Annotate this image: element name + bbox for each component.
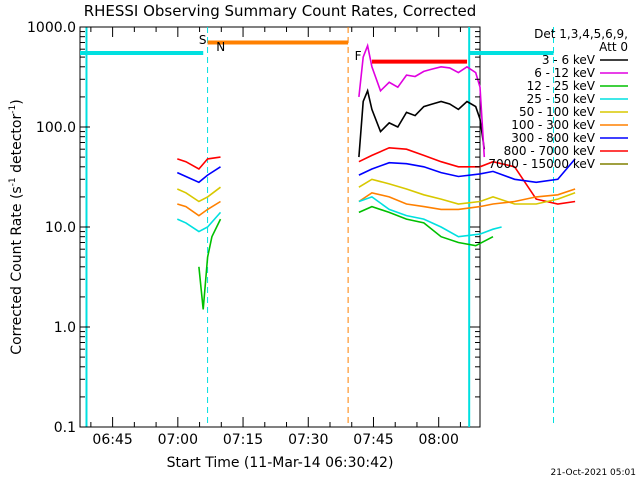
series-line bbox=[177, 156, 221, 171]
series-line bbox=[176, 211, 222, 233]
x-tick-label: 07:45 bbox=[353, 432, 393, 448]
x-tick-label: 07:00 bbox=[158, 432, 198, 448]
flag-label: S bbox=[199, 33, 207, 47]
legend-entry-label: 6 - 12 keV bbox=[534, 66, 596, 80]
legend-header-attenuator: Att 0 bbox=[599, 40, 628, 54]
y-axis-label-mid: detector bbox=[9, 114, 25, 178]
plot-area: S N F 0.1 1.0 10.0 100.0 1000.0 06:45 07:00 07:1… bbox=[27, 20, 576, 448]
legend-entry-label: 800 - 7000 keV bbox=[504, 144, 596, 158]
y-axis-label-sup2: -1 bbox=[8, 105, 18, 114]
series-line bbox=[358, 42, 486, 158]
y-axis-label: Corrected Count Rate (s-1 detector-1) bbox=[8, 99, 25, 354]
series-line bbox=[358, 196, 502, 238]
chart-title: RHESSI Observing Summary Count Rates, Co… bbox=[84, 2, 477, 20]
flag-label: F bbox=[355, 49, 362, 63]
legend-entry-label: 25 - 50 keV bbox=[527, 92, 596, 106]
footer-date: 21-Oct-2021 05:01 bbox=[551, 468, 636, 478]
legend-entry-label: 3 - 6 keV bbox=[542, 53, 596, 67]
x-tick-label: 06:45 bbox=[92, 432, 132, 448]
x-axis-ticks: 06:45 07:00 07:15 07:30 07:45 08:00 bbox=[90, 27, 461, 448]
legend-header-detectors: Det 1,3,4,5,6,9, bbox=[534, 27, 628, 41]
series-line bbox=[177, 200, 221, 217]
y-axis-ticks: 0.1 1.0 10.0 100.0 1000.0 bbox=[27, 20, 480, 436]
y-axis-label-end: ) bbox=[9, 99, 25, 104]
legend-entry-label: 50 - 100 keV bbox=[519, 105, 596, 119]
y-tick-label: 0.1 bbox=[54, 420, 76, 436]
flag-markers: S N F bbox=[80, 27, 555, 427]
x-axis-label: Start Time (11-Mar-14 06:30:42) bbox=[167, 455, 394, 471]
x-tick-label: 07:30 bbox=[288, 432, 328, 448]
series-line bbox=[358, 205, 494, 247]
series-line bbox=[358, 178, 576, 205]
legend-entry-label: 12 - 25 keV bbox=[527, 79, 596, 93]
series-line bbox=[358, 88, 486, 158]
legend-entry-label: 300 - 800 keV bbox=[511, 131, 595, 145]
flag-label: N bbox=[216, 40, 225, 54]
series-line bbox=[176, 186, 221, 203]
legend-entry-label: 7000 - 15000 keV bbox=[488, 157, 595, 171]
series-line bbox=[198, 218, 222, 310]
series-line bbox=[358, 146, 576, 205]
x-tick-label: 07:15 bbox=[223, 432, 263, 448]
x-tick-label: 08:00 bbox=[419, 432, 459, 448]
y-axis-label-main: Corrected Count Rate (s bbox=[9, 186, 25, 354]
series-line bbox=[358, 188, 576, 211]
y-tick-label: 1.0 bbox=[54, 320, 76, 336]
y-tick-label: 1000.0 bbox=[27, 20, 76, 36]
y-tick-label: 10.0 bbox=[45, 220, 76, 236]
y-tick-label: 100.0 bbox=[36, 120, 76, 136]
y-axis-label-sup1: -1 bbox=[8, 177, 18, 186]
series-line bbox=[176, 166, 221, 184]
series-line bbox=[358, 158, 576, 184]
series-lines bbox=[176, 42, 576, 310]
plot-frame bbox=[79, 26, 481, 428]
legend-entry-label: 100 - 300 keV bbox=[511, 118, 595, 132]
